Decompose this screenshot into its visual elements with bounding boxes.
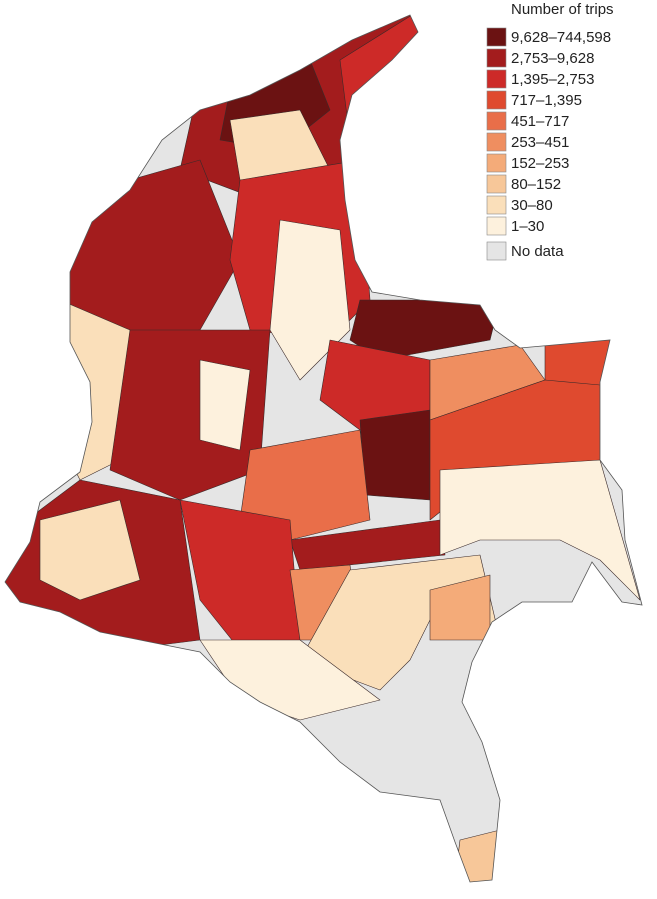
legend-label: 1,395–2,753 (511, 71, 594, 88)
legend-label: 80–152 (511, 176, 561, 193)
legend-swatch (486, 174, 507, 194)
region (239, 429, 371, 541)
legend-label: 9,628–744,598 (511, 29, 611, 46)
legend-swatch (486, 111, 507, 131)
region (199, 359, 251, 451)
legend-label: No data (511, 243, 564, 260)
legend: Number of trips 9,628–744,598 2,753–9,628… (486, 1, 614, 261)
legend-label: 451–717 (511, 113, 569, 130)
legend-swatch (486, 69, 507, 89)
region (289, 519, 446, 571)
region (439, 459, 641, 601)
legend-label: 30–80 (511, 197, 553, 214)
legend-swatch (486, 153, 507, 173)
legend-label: 152–253 (511, 155, 569, 172)
region (109, 329, 271, 501)
legend-label: 2,753–9,628 (511, 50, 594, 67)
region (39, 499, 141, 601)
legend-swatch (486, 90, 507, 110)
legend-label: 253–451 (511, 134, 569, 151)
legend-title: Number of trips (511, 1, 614, 18)
legend-swatch (486, 216, 507, 236)
legend-swatch (486, 132, 507, 152)
legend-label: 717–1,395 (511, 92, 582, 109)
legend-swatch (486, 241, 507, 261)
region (359, 409, 431, 501)
legend-swatch (486, 48, 507, 68)
country-outline (4, 14, 643, 883)
legend-swatch (486, 27, 507, 47)
legend-label: 1–30 (511, 218, 544, 235)
legend-swatch (486, 195, 507, 215)
